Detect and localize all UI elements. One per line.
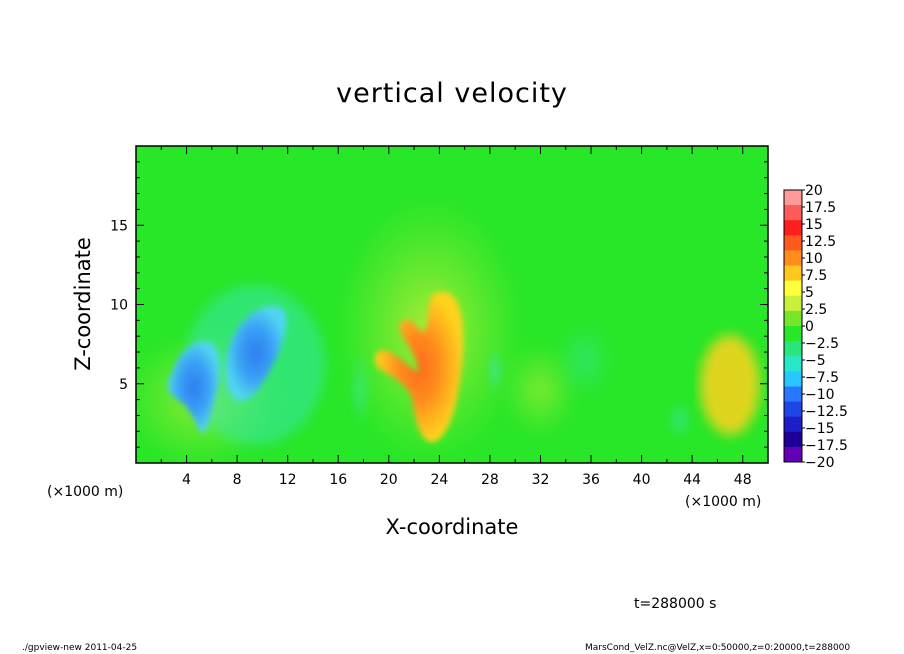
colorbar-swatch bbox=[784, 205, 802, 221]
x-tick-label: 48 bbox=[734, 472, 752, 488]
colorbar-swatch bbox=[784, 310, 802, 327]
colorbar-swatch bbox=[784, 371, 802, 387]
x-tick-label: 4 bbox=[182, 472, 191, 488]
colorbar-label: 17.5 bbox=[805, 200, 836, 216]
colorbar-swatch bbox=[784, 190, 802, 206]
colorbar-label: 20 bbox=[805, 183, 823, 199]
colorbar-swatch bbox=[784, 280, 802, 297]
y-axis: 5 10 15 bbox=[110, 161, 768, 448]
x-tick-label: 40 bbox=[633, 472, 651, 488]
colorbar-swatch bbox=[784, 356, 802, 372]
x-tick-label: 16 bbox=[329, 472, 347, 488]
x-tick-label: 20 bbox=[380, 472, 398, 488]
x-tick-label: 44 bbox=[683, 472, 701, 488]
y-unit-label: (×1000 m) bbox=[685, 494, 762, 510]
y-tick-label: 10 bbox=[110, 298, 128, 314]
colorbar-swatch bbox=[784, 235, 802, 251]
colorbar-swatch bbox=[784, 250, 802, 267]
colorbar-label: 7.5 bbox=[805, 268, 827, 284]
colorbar-label: −2.5 bbox=[805, 336, 839, 352]
colorbar-label: −15 bbox=[805, 421, 835, 437]
heatmap-field bbox=[136, 146, 768, 463]
colorbar-swatch bbox=[784, 431, 802, 448]
colorbar-label: −7.5 bbox=[805, 370, 839, 386]
colorbar-label: 5 bbox=[805, 285, 814, 301]
colorbar-swatch bbox=[784, 446, 802, 463]
y-tick-label: 15 bbox=[110, 218, 128, 234]
colorbar-label: −5 bbox=[805, 353, 826, 369]
x-tick-label: 24 bbox=[430, 472, 448, 488]
x-tick-label: 8 bbox=[233, 472, 242, 488]
colorbar-label: −17.5 bbox=[805, 438, 848, 454]
chart-title: vertical velocity bbox=[336, 78, 568, 109]
x-tick-label: 12 bbox=[279, 472, 297, 488]
colorbar-swatch bbox=[784, 341, 802, 357]
colorbar-label: 0 bbox=[805, 319, 814, 335]
x-axis-label: X-coordinate bbox=[385, 515, 519, 539]
colorbar-swatch bbox=[784, 416, 802, 433]
footer-command: ./gpview-new 2011-04-25 bbox=[22, 643, 138, 653]
y-axis-label: Z-coordinate bbox=[71, 237, 95, 371]
colorbar-swatch bbox=[784, 386, 802, 403]
colorbar-label: 2.5 bbox=[805, 302, 827, 318]
colorbar-label: 15 bbox=[805, 217, 823, 233]
time-stamp: t=288000 s bbox=[634, 596, 717, 612]
x-axis: 4 8 12 16 20 24 28 32 36 40 44 48 bbox=[160, 146, 752, 488]
colorbar-label: −10 bbox=[805, 387, 835, 403]
colorbar: 2017.51512.5107.552.50−2.5−5−7.5−10−12.5… bbox=[783, 183, 848, 471]
colorbar-swatch bbox=[784, 401, 802, 418]
x-tick-label: 28 bbox=[481, 472, 499, 488]
x-unit-label: (×1000 m) bbox=[47, 484, 124, 500]
colorbar-swatch bbox=[784, 295, 802, 312]
x-tick-label: 36 bbox=[582, 472, 600, 488]
colorbar-label: −20 bbox=[805, 455, 835, 471]
colorbar-swatch bbox=[784, 265, 802, 282]
colorbar-label: 12.5 bbox=[805, 234, 836, 250]
colorbar-swatch bbox=[784, 220, 802, 236]
colorbar-label: −12.5 bbox=[805, 404, 848, 420]
y-tick-label: 5 bbox=[119, 377, 128, 393]
colorbar-swatch bbox=[784, 326, 802, 342]
footer-source: MarsCond_VelZ.nc@VelZ,x=0:50000,z=0:2000… bbox=[585, 643, 851, 653]
colorbar-label: 10 bbox=[805, 251, 823, 267]
x-tick-label: 32 bbox=[532, 472, 550, 488]
